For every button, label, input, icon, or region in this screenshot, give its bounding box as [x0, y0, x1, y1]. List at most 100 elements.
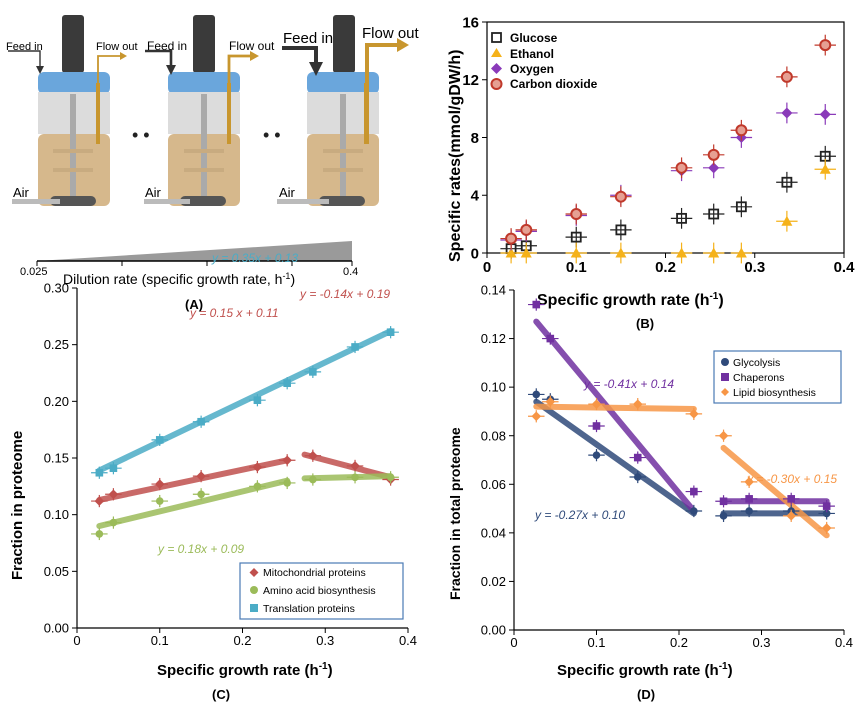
y-tick-label: 0.25 — [44, 337, 69, 352]
outflow-pipe — [364, 83, 369, 144]
feed-in-label: Feed in — [6, 41, 43, 53]
x-tick-label: 0.1 — [587, 635, 605, 650]
panel-label-c: (C) — [212, 687, 230, 702]
amino-acid-biosynthesis-point — [351, 473, 359, 482]
ethanol-point — [570, 247, 582, 258]
legend-swatch-translation — [250, 604, 258, 612]
translation-proteins-point — [386, 328, 395, 336]
glucose-point — [676, 212, 687, 224]
amino-acid-biosynthesis-point — [155, 497, 164, 505]
carbon-dioxide-point — [614, 190, 627, 203]
y-tick-label: 0.10 — [44, 507, 69, 522]
c-fit-equation-amino: y = 0.18x + 0.09 — [157, 542, 244, 556]
outflow-pipe — [227, 83, 231, 144]
legend-label-translation: Translation proteins — [263, 603, 355, 615]
y-tick-label: 12 — [462, 72, 479, 89]
d-plot-marks — [528, 298, 835, 539]
oxygen-point — [781, 107, 793, 119]
impeller-blade — [323, 168, 363, 172]
flow-out-arrowhead — [397, 38, 409, 52]
feed-in-arrow — [8, 50, 41, 70]
y-tick-label: 0.20 — [44, 394, 69, 409]
d-fit-equation-glycolysis: y = -0.27x + 0.10 — [534, 508, 625, 522]
flow-out-arrow — [365, 43, 400, 83]
mitochondrial-proteins-point — [196, 471, 206, 481]
carbon-dioxide-point — [780, 70, 793, 83]
c-fit-equation-translation: y = 0.35x + 0.13 — [211, 251, 298, 265]
c-plot-marks — [91, 326, 399, 541]
panel-a: Feed in Flow out Air • • Feed in Flow ou… — [6, 15, 420, 312]
y-tick-label: 0.04 — [481, 525, 506, 540]
translation-proteins-point — [155, 436, 164, 444]
y-tick-label: 0.14 — [481, 283, 506, 298]
glucose-point — [781, 176, 793, 188]
feed-in-arrowhead — [309, 62, 323, 76]
lipid-biosynthesis-point — [744, 477, 754, 487]
impeller-shaft — [70, 94, 76, 199]
flow-out-arrow — [97, 55, 122, 83]
panel-b: 0 0.1 0.2 0.3 0.4 0 4 8 12 16 Specific rates(mmol… — [447, 14, 855, 331]
dilution-min-label: 0.025 — [20, 266, 48, 278]
lipid-biosynthesis-point — [632, 399, 643, 409]
y-tick-label: 16 — [462, 14, 479, 31]
ethanol-point — [505, 247, 517, 258]
air-sparger — [50, 196, 96, 206]
carbon-dioxide-point — [570, 208, 583, 221]
b-x-axis-label: Specific growth rate (h-1) — [537, 291, 724, 309]
lipid-biosynthesis-fit-line — [720, 444, 830, 539]
x-tick-label: 0.3 — [744, 259, 765, 276]
y-tick-label: 0.30 — [44, 281, 69, 296]
d-fit-equation-lipid: y = -0.30x + 0.15 — [746, 472, 837, 486]
motor-icon — [333, 15, 355, 73]
dilution-rate-label: Dilution rate (specific growth rate, h-1… — [63, 271, 295, 287]
chaperons-point — [822, 502, 831, 510]
ellipsis-dots: • • — [132, 125, 150, 145]
mitochondrial-proteins-point — [94, 496, 105, 506]
panel-c: 0 0.1 0.2 0.3 0.4 0.00 0.05 0.10 0.15 0.20 0.25 0.3… — [9, 251, 417, 702]
y-tick-label: 8 — [471, 130, 479, 147]
air-pipe — [144, 199, 190, 204]
legend-label-glucose: Glucose — [510, 31, 558, 45]
x-tick-label: 0.2 — [233, 633, 251, 648]
air-label: Air — [279, 185, 296, 200]
d-x-axis-label: Specific growth rate (h-1) — [557, 661, 733, 679]
d-y-axis-label: Fraction in total proteome — [447, 427, 463, 600]
glycolysis-point — [719, 512, 728, 520]
carbon-dioxide-point — [707, 148, 720, 161]
air-pipe — [277, 199, 329, 204]
glucose-point — [615, 224, 627, 236]
feed-in-arrowhead — [36, 66, 44, 74]
ethanol-point — [819, 163, 831, 174]
impeller-blade — [323, 149, 363, 153]
legend-swatch-ethanol — [491, 48, 502, 57]
lipid-biosynthesis-point — [718, 430, 729, 441]
glucose-point — [708, 208, 720, 220]
x-tick-label: 0.2 — [670, 635, 688, 650]
amino-acid-biosynthesis-point — [309, 475, 317, 484]
feed-in-label: Feed in — [147, 39, 187, 53]
feed-in-arrow — [145, 49, 173, 70]
carbon-dioxide-point — [675, 161, 688, 174]
c-fit-equation-mito-1: y = 0.15 x + 0.11 — [189, 306, 279, 320]
impeller-blade — [53, 168, 93, 172]
c-x-axis-label: Specific growth rate (h-1) — [157, 661, 333, 679]
b-y-axis-label: Specific rates(mmol/gDW/h) — [447, 50, 464, 262]
legend-label-amino-acid: Amino acid biosynthesis — [263, 585, 376, 597]
translation-proteins-fit-line — [96, 328, 394, 474]
translation-proteins-point — [309, 368, 317, 376]
mitochondrial-proteins-point — [308, 450, 318, 461]
carbon-dioxide-point — [819, 39, 832, 52]
c-y-axis-label: Fraction in proteome — [9, 431, 26, 580]
ethanol-point — [781, 215, 793, 226]
d-axes: 0 0.1 0.2 0.3 0.4 0.00 0.02 0.04 0.06 0.08 0.10 0.1… — [481, 283, 853, 650]
y-tick-label: 0.06 — [481, 477, 506, 492]
d-fit-equation-chaperons: y = -0.41x + 0.14 — [583, 377, 674, 391]
lipid-biosynthesis-point — [591, 399, 602, 409]
dilution-rate-wedge — [37, 241, 352, 261]
ethanol-point — [735, 247, 747, 258]
ethanol-point — [676, 247, 688, 258]
x-tick-label: 0 — [510, 635, 517, 650]
flow-out-arrowhead — [120, 52, 127, 60]
legend-swatch-lipid — [721, 388, 729, 396]
